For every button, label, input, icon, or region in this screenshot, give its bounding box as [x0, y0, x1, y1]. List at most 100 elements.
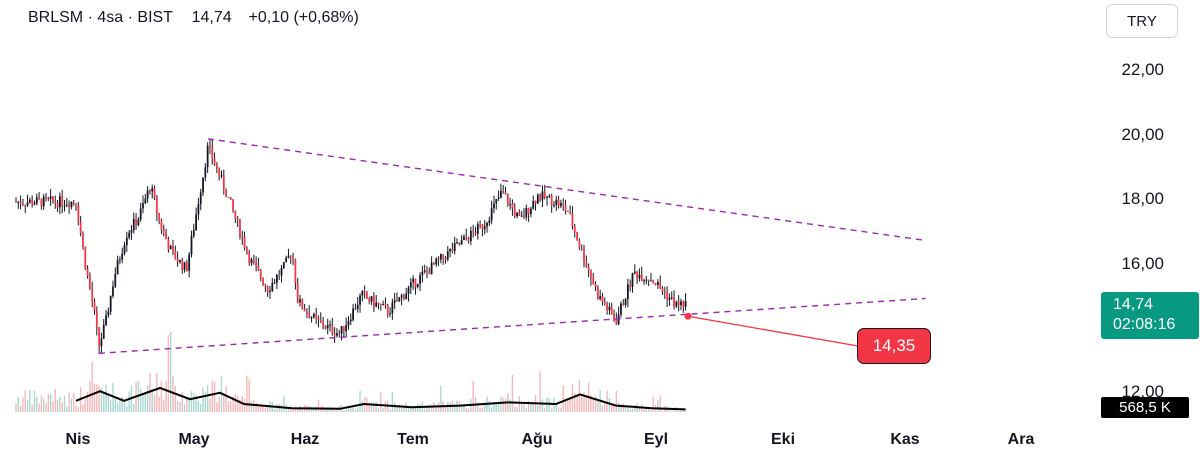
volume-bar	[627, 404, 629, 412]
volume-bar	[109, 400, 112, 412]
currency-button[interactable]: TRY	[1106, 4, 1178, 38]
candle	[594, 281, 597, 291]
volume-bar	[262, 406, 264, 412]
volume-bar	[68, 392, 70, 412]
candle	[638, 268, 641, 282]
candle	[63, 199, 66, 212]
candle	[375, 294, 378, 308]
candle	[121, 247, 124, 264]
candle	[502, 184, 505, 194]
volume-bar	[645, 408, 648, 412]
x-tick-label: Tem	[397, 431, 429, 448]
candle	[626, 278, 629, 308]
volume-bar	[56, 399, 59, 412]
candle	[114, 267, 117, 289]
candle	[433, 261, 435, 265]
candle	[243, 231, 246, 251]
candle	[188, 252, 191, 278]
volume-bar	[197, 401, 200, 412]
candle	[329, 320, 331, 332]
candle	[529, 206, 532, 218]
candle	[523, 208, 525, 219]
volume-bar	[17, 396, 20, 412]
candle	[58, 192, 61, 215]
candle	[673, 290, 675, 310]
candle	[467, 236, 470, 244]
volume-bar	[22, 397, 24, 412]
candle	[183, 261, 186, 273]
volume-bar	[604, 402, 606, 412]
volume-bar	[179, 402, 181, 412]
volume-bar	[296, 408, 299, 412]
volume-bar	[105, 384, 107, 412]
volume-bar	[377, 407, 380, 412]
volume-bar	[380, 391, 382, 412]
candle	[680, 298, 682, 311]
candle	[677, 295, 680, 312]
candle	[352, 304, 355, 322]
volume-bar	[116, 402, 119, 412]
candle	[539, 193, 542, 202]
exchange: BIST	[137, 9, 173, 26]
candles	[15, 139, 687, 355]
volume-bar	[661, 410, 664, 412]
candle	[319, 312, 322, 324]
candle	[347, 316, 350, 330]
volume-bar	[650, 410, 652, 412]
volume-bar	[583, 392, 585, 412]
candle	[262, 277, 264, 286]
candle	[250, 257, 253, 266]
candle	[608, 302, 611, 315]
volume-bar	[375, 401, 377, 412]
candle	[520, 210, 523, 217]
candle	[172, 239, 174, 256]
trendlines	[98, 138, 926, 354]
volume-bar	[564, 400, 567, 412]
volume-bar	[310, 406, 313, 412]
volume-bar	[324, 409, 327, 412]
volume-bar	[273, 408, 276, 412]
candle	[70, 201, 73, 210]
price-change-pct: (+0,68%)	[293, 9, 359, 26]
candle	[370, 296, 373, 305]
candle	[301, 298, 304, 310]
volume-bar	[500, 396, 502, 412]
volume-bar	[172, 376, 174, 412]
candle	[289, 255, 292, 264]
volume-bar	[477, 402, 479, 412]
candle	[617, 306, 620, 326]
candle	[299, 294, 301, 307]
candle	[363, 285, 366, 299]
candle	[77, 201, 80, 226]
volume-bar	[139, 389, 142, 412]
x-tick-label: Haz	[290, 431, 320, 448]
volume-bar	[585, 396, 588, 412]
candle	[469, 226, 472, 246]
candle	[382, 300, 385, 306]
volume-bar	[495, 402, 497, 412]
candle	[428, 267, 431, 275]
candle	[504, 186, 507, 195]
candle	[555, 196, 558, 211]
volume-bar	[114, 398, 116, 412]
candle	[45, 192, 47, 202]
volume-bar	[428, 404, 431, 412]
callout-price-label[interactable]: 14,35	[857, 328, 931, 364]
volume-bar	[206, 385, 209, 412]
volume-bar	[576, 395, 578, 412]
candle	[54, 195, 57, 209]
candle	[606, 301, 608, 315]
volume-bar	[555, 404, 557, 412]
candle	[167, 236, 170, 253]
candle	[306, 308, 308, 319]
candle	[222, 169, 225, 195]
symbol-header[interactable]: BRLSM · 4sa · BIST 14,74 +0,10 (+0,68%)	[28, 9, 359, 27]
candle	[31, 195, 34, 208]
candle	[659, 275, 662, 290]
candle	[294, 258, 297, 290]
candle	[472, 224, 475, 238]
candle	[650, 273, 652, 282]
candle	[354, 303, 357, 311]
volume-bar	[213, 381, 216, 412]
